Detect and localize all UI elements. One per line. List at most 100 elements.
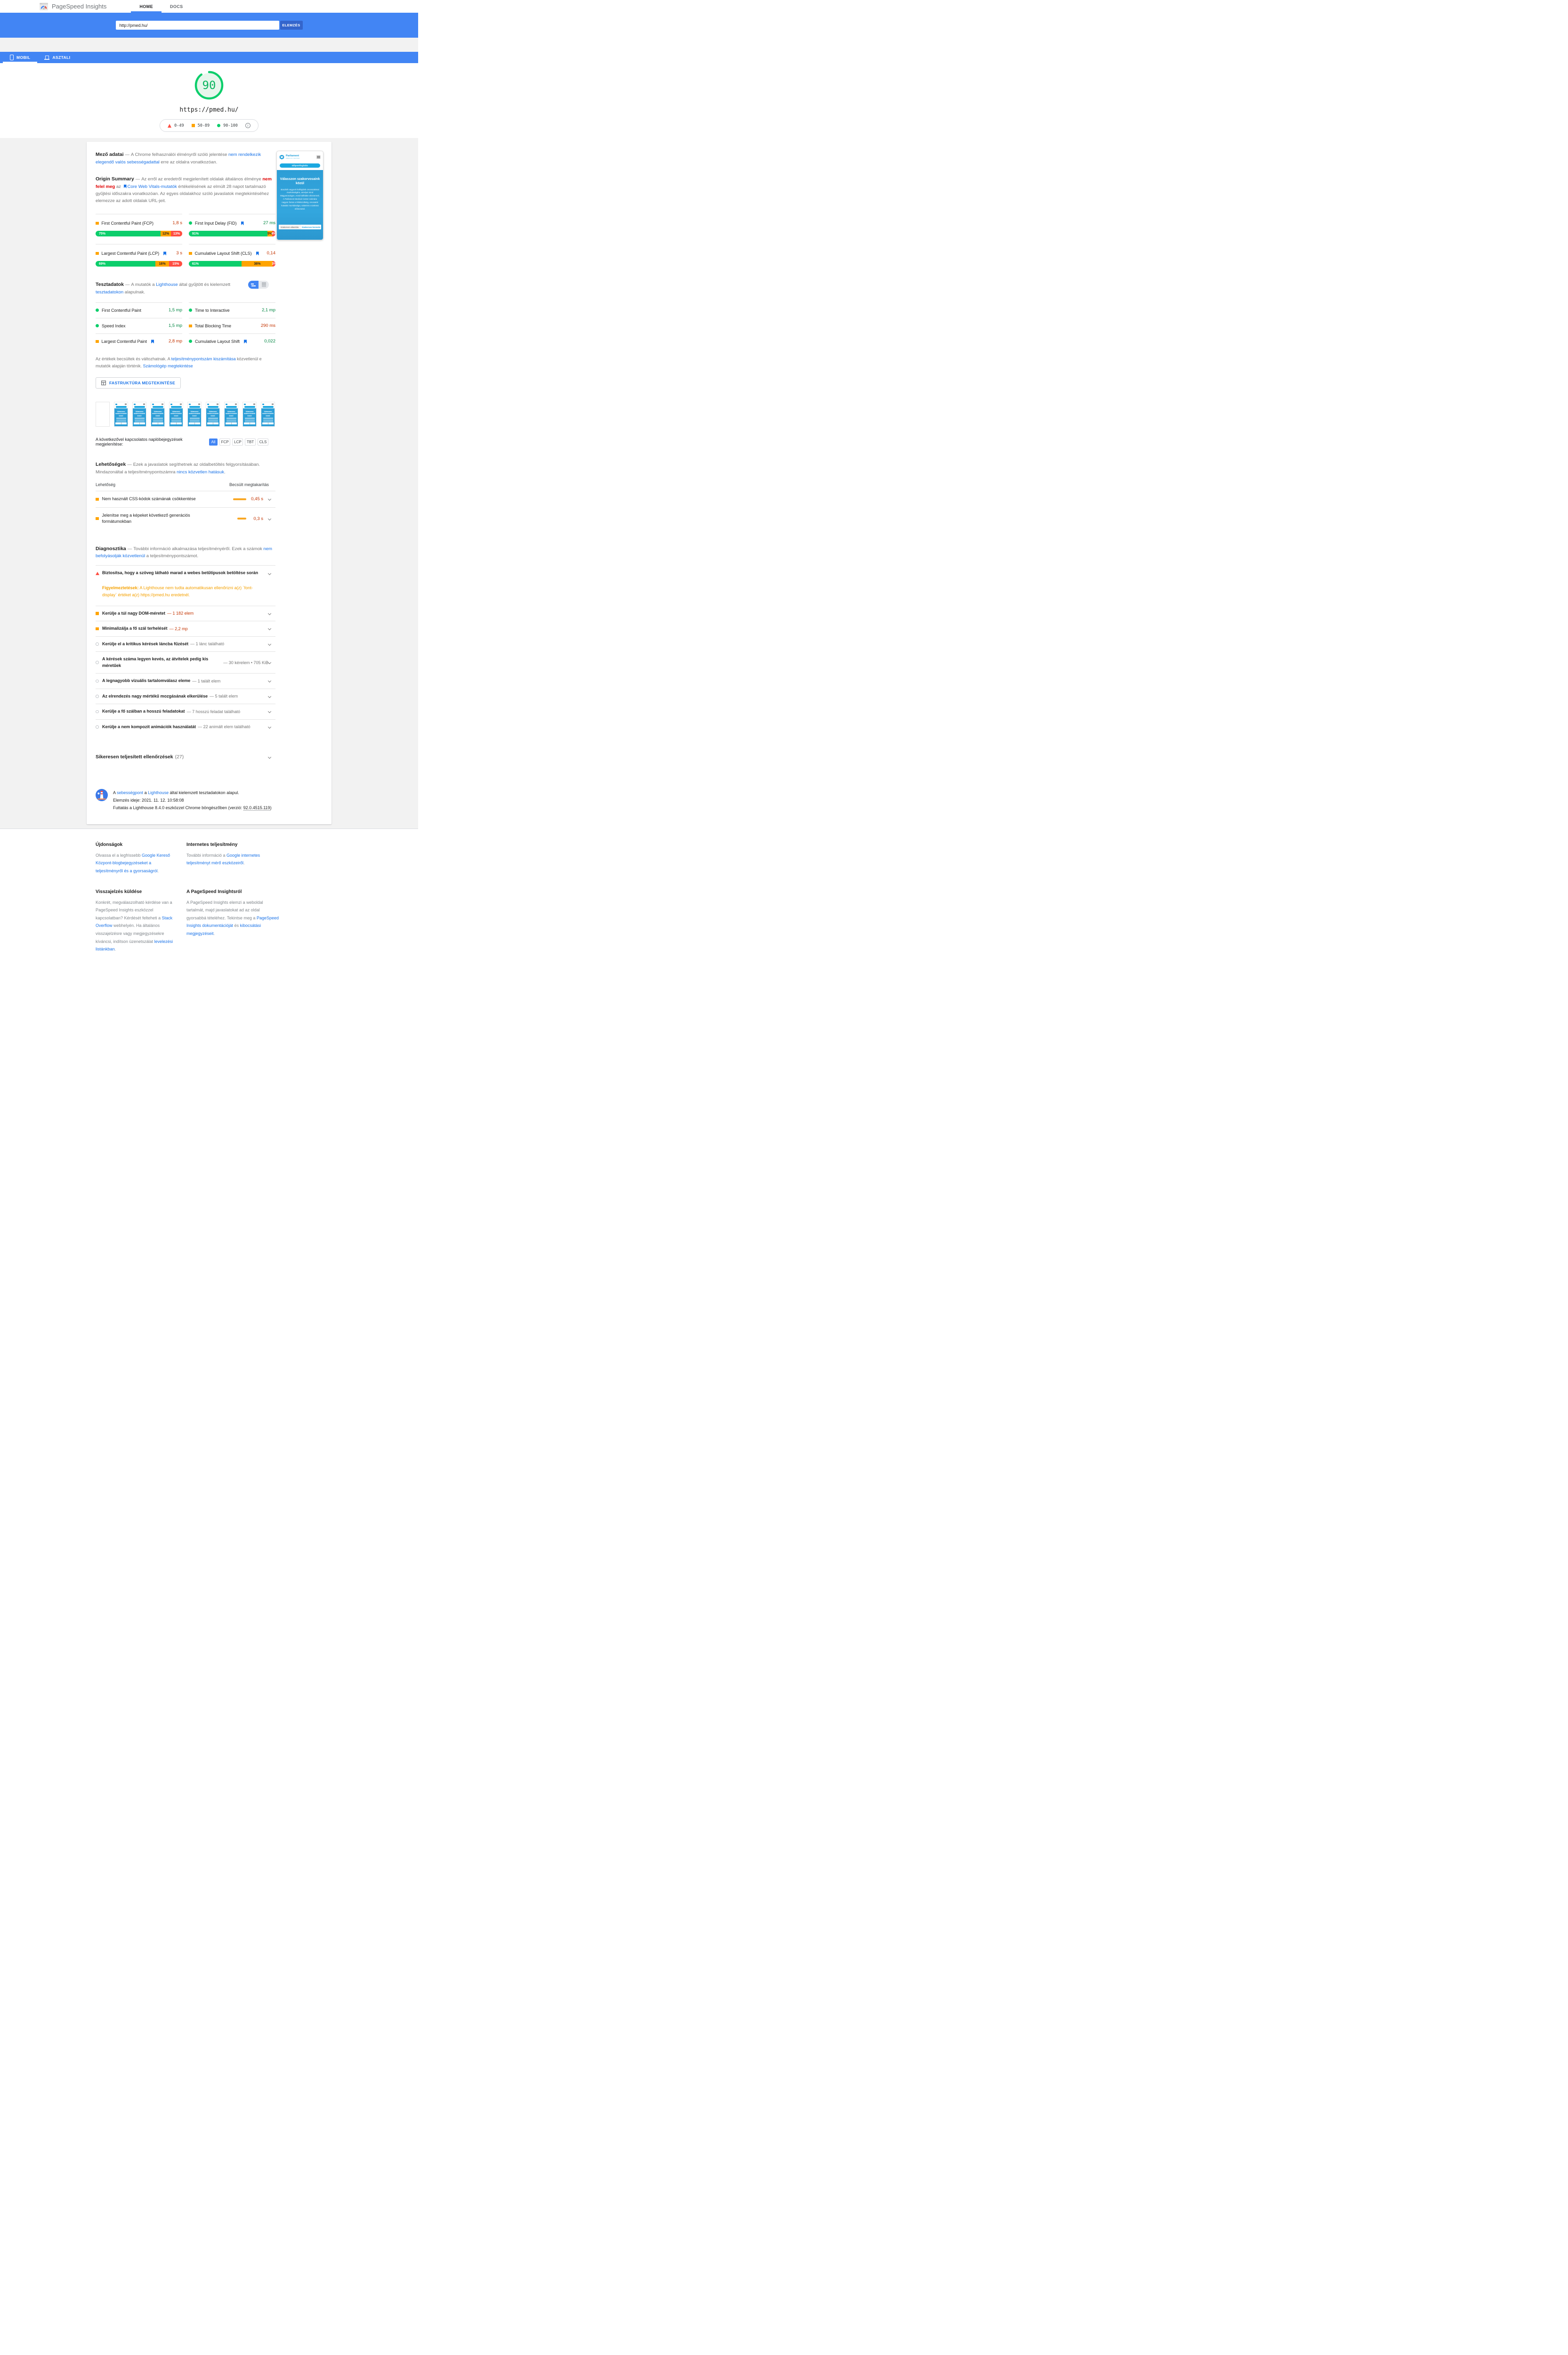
diagnostic-value: — 1 182 elem bbox=[167, 611, 194, 616]
device-tabbar: MOBIL ASZTALI bbox=[0, 52, 418, 63]
calculator-link[interactable]: Számológép megtekintése bbox=[143, 364, 193, 369]
diagnostic-item[interactable]: A legnagyobb vizuális tartalomválasz ele… bbox=[96, 673, 275, 689]
tab-home[interactable]: HOME bbox=[131, 0, 162, 13]
diagnostic-item[interactable]: A kérések száma legyen kevés, az átvitel… bbox=[96, 651, 275, 673]
bookmark-icon bbox=[163, 252, 167, 256]
phone-icon bbox=[10, 55, 14, 60]
header-tabs: HOME DOCS bbox=[131, 0, 191, 13]
opportunity-row[interactable]: Jelenítse meg a képeket következő generá… bbox=[96, 508, 275, 530]
diagnostic-item[interactable]: Biztosítsa, hogy a szöveg látható marad … bbox=[96, 565, 275, 581]
good-circle-icon bbox=[189, 309, 192, 312]
neutral-circle-icon bbox=[96, 661, 99, 664]
chevron-down-icon bbox=[267, 661, 272, 665]
metric-name: First Contentful Paint (FCP) bbox=[101, 220, 154, 226]
opportunity-row[interactable]: Nem használt CSS-kódok számának csökkent… bbox=[96, 491, 275, 508]
stack-overflow-link[interactable]: Stack Overflow bbox=[96, 915, 173, 928]
footer-col-feedback: Visszajelzés küldése Konkrét, megválaszo… bbox=[96, 889, 173, 952]
good-circle-icon bbox=[96, 324, 99, 328]
tab-docs[interactable]: DOCS bbox=[170, 4, 183, 9]
diagnostic-value: — 1 talált elem bbox=[192, 678, 221, 683]
filter-all[interactable]: All bbox=[209, 438, 218, 446]
average-square-icon bbox=[96, 340, 99, 343]
treemap-button[interactable]: FASTRUKTÚRA MEGTEKINTÉSE bbox=[96, 377, 181, 389]
filter-cls[interactable]: CLS bbox=[257, 438, 268, 446]
savings-bar bbox=[233, 498, 246, 500]
field-data-section: Mező adatai — A Chrome felhasználói élmény… bbox=[96, 152, 261, 165]
neutral-circle-icon bbox=[96, 710, 99, 714]
cwv-link[interactable]: Core Web Vitals-mutatók bbox=[127, 184, 177, 189]
webperf-tools-link[interactable]: Google internetes teljesítményt mérő esz… bbox=[186, 853, 260, 866]
diagnostic-item[interactable]: Kerülje a nem kompozit animációk használ… bbox=[96, 719, 275, 735]
no-direct-effect-link[interactable]: nincs közvetlen hatásuk bbox=[177, 469, 225, 475]
lab-disclaimer: Az értékek becsültek és változhatnak. A … bbox=[96, 357, 262, 369]
no-effect-link[interactable]: nem befolyásolják közvetlenül bbox=[96, 546, 272, 559]
analyzed-url: https://pmed.hu/ bbox=[179, 106, 239, 114]
chevron-down-icon bbox=[267, 642, 272, 646]
filmstrip: Válasszon szakorvosaink közül Válasszon … bbox=[96, 402, 275, 427]
chevron-down-icon bbox=[267, 710, 272, 714]
filmstrip-frame: Válasszon szakorvosaink közül bbox=[151, 402, 165, 427]
view-toggle bbox=[248, 281, 269, 289]
distribution-bar: 69% 16% 15% bbox=[96, 261, 182, 267]
preview-cta: Időpontfoglalás bbox=[280, 163, 320, 168]
metrics-view-button[interactable] bbox=[248, 281, 259, 289]
section-title: Tesztadatok bbox=[96, 282, 124, 288]
lighthouse-link[interactable]: Lighthouse bbox=[156, 282, 178, 288]
release-notes-link[interactable]: kibocsátási megjegyzéseit bbox=[186, 923, 261, 936]
filmstrip-frame: Válasszon szakorvosaink közül bbox=[242, 402, 257, 427]
diagnostic-warning: Figyelmeztetések: A Lighthouse nem tudta… bbox=[102, 585, 253, 598]
preview-hero: Válasszon szakorvosaink közül Büszkék va… bbox=[277, 170, 323, 240]
average-square-icon bbox=[191, 124, 195, 127]
report-card: Mező adatai — A Chrome felhasználói élmény… bbox=[87, 142, 331, 824]
docs-link[interactable]: PageSpeed Insights dokumentációját bbox=[186, 915, 279, 928]
blog-link[interactable]: Google Kereső Központ-blogbejegyzéseket … bbox=[96, 853, 170, 873]
filter-tbt[interactable]: TBT bbox=[245, 438, 256, 446]
chevron-down-icon bbox=[267, 627, 272, 631]
poor-triangle-icon bbox=[96, 571, 99, 575]
analyze-button[interactable]: ELEMZÉS bbox=[280, 21, 303, 30]
pagespeed-logo-icon bbox=[40, 2, 48, 10]
tab-mobile-label: MOBIL bbox=[16, 55, 31, 60]
diagnostic-item[interactable]: Kerülje el a kritikus kérések láncba fűz… bbox=[96, 636, 275, 652]
section-title: Mező adatai bbox=[96, 152, 124, 157]
average-square-icon bbox=[96, 612, 99, 615]
diagnostic-item[interactable]: Kerülje a túl nagy DOM-méretet — 1 182 e… bbox=[96, 605, 275, 621]
lab-metric: Total Blocking Time 290 ms bbox=[189, 318, 275, 333]
filter-fcp[interactable]: FCP bbox=[219, 438, 231, 446]
filmstrip-frame: Válasszon szakorvosaink közül bbox=[206, 402, 220, 427]
neutral-circle-icon bbox=[96, 695, 99, 698]
tab-desktop[interactable]: ASZTALI bbox=[37, 52, 77, 63]
info-icon[interactable]: i bbox=[245, 123, 251, 128]
filmstrip-frame: Válasszon szakorvosaink közül bbox=[187, 402, 202, 427]
scoring-link[interactable]: teljesítménypontszám kiszámítása bbox=[171, 357, 236, 362]
diagnostic-item[interactable]: Minimalizálja a fő szál terhelését — 2,2… bbox=[96, 621, 275, 636]
lab-data-link[interactable]: tesztadatokon bbox=[96, 290, 124, 295]
lab-metric: Cumulative Layout Shift 0,022 bbox=[189, 333, 275, 349]
section-title: Lehetőségek bbox=[96, 462, 126, 468]
url-input[interactable] bbox=[115, 21, 279, 30]
mailing-list-link[interactable]: levelezési listánkban bbox=[96, 939, 173, 952]
metric-name: Largest Contentful Paint (LCP) bbox=[101, 251, 160, 256]
page-screenshot-preview: Parliament MEDICAL CENTER Időpontfoglalás… bbox=[276, 151, 323, 240]
passed-audits[interactable]: Sikeresen teljesített ellenőrzések (27) bbox=[96, 754, 275, 760]
filmstrip-frame: Válasszon szakorvosaink közül bbox=[114, 402, 128, 427]
diagnostic-item[interactable]: Kerülje a fő szálban a hosszú feladatoka… bbox=[96, 704, 275, 719]
neutral-circle-icon bbox=[96, 642, 99, 646]
filter-lcp[interactable]: LCP bbox=[232, 438, 243, 446]
list-view-button[interactable] bbox=[259, 281, 269, 289]
tab-mobile[interactable]: MOBIL bbox=[3, 52, 38, 63]
crux-link[interactable]: nem rendelkezik elegendő valós sebességa… bbox=[96, 152, 261, 165]
section-title: Origin Summary bbox=[96, 176, 134, 182]
legend-poor: 0-49 bbox=[168, 123, 184, 128]
good-circle-icon bbox=[189, 340, 192, 343]
preview-buttons: Szakorvos választás. Szakorvos keresés bbox=[279, 225, 321, 229]
diagnostic-item[interactable]: Az elrendezés nagy mértékű mozgásának el… bbox=[96, 688, 275, 704]
average-square-icon bbox=[189, 324, 192, 328]
lighthouse-link[interactable]: Lighthouse bbox=[148, 790, 169, 796]
page-footer: Újdonságok Olvassa el a legfrissebb Goog… bbox=[0, 828, 418, 974]
neutral-circle-icon bbox=[96, 725, 99, 729]
performance-score: 90 bbox=[202, 79, 216, 92]
fails-label: nem felel meg bbox=[96, 176, 272, 189]
page-gap bbox=[0, 38, 418, 52]
speed-score-link[interactable]: sebességpont bbox=[117, 790, 144, 796]
